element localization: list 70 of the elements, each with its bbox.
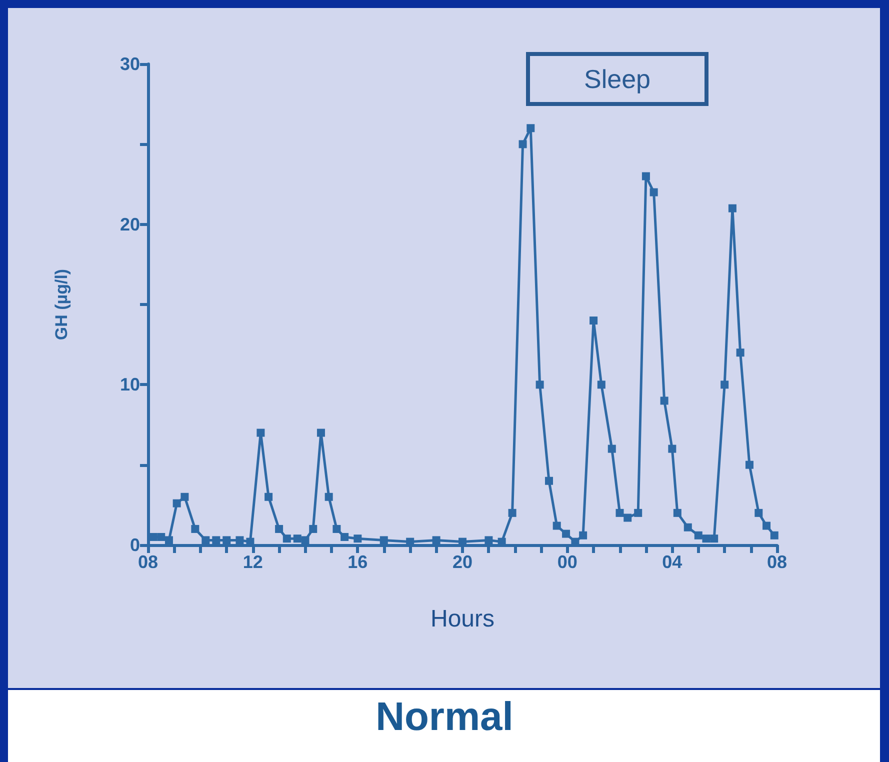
point [552,522,561,530]
point [332,524,341,533]
point [264,492,273,501]
point [340,532,349,541]
point [536,380,544,389]
annotation: Sleep [584,64,650,94]
point [544,476,553,485]
y-tick-label: 10 [120,374,140,395]
point [301,536,310,544]
point [673,508,682,517]
point [157,532,166,541]
point [316,428,325,437]
point [354,534,362,543]
point [293,534,302,543]
point [668,444,676,453]
x-tick-label: 08 [766,552,788,572]
point [710,534,718,543]
point [484,536,493,544]
y-tick-label: 0 [130,535,140,555]
point [770,531,778,540]
point [634,508,642,517]
x-tick-label: 04 [662,552,682,572]
point [508,508,516,517]
point [762,522,771,530]
point [720,380,729,389]
point [180,492,189,501]
point [309,524,318,533]
point [579,531,588,540]
point [642,172,650,180]
y-axis-title: GH (µg/l) [52,268,71,340]
x-axis-title: Hours [430,606,495,632]
point [432,536,440,544]
point [149,532,158,541]
point [275,524,284,533]
point [526,124,535,132]
point [754,508,763,517]
x-tick-label: 20 [452,552,473,572]
point [660,396,668,405]
x-tick-label: 12 [242,552,263,572]
point [222,536,231,544]
point [702,534,710,543]
text: Normal [376,695,514,739]
point [608,444,616,453]
y-tick-label: 30 [120,54,140,74]
x-tick-label: 16 [348,552,368,572]
point [202,536,210,544]
point [736,348,744,357]
point [236,536,244,544]
point [172,499,181,508]
point [684,523,692,532]
point [282,534,291,543]
point [597,380,606,389]
point [616,508,624,517]
point [562,530,570,538]
point [380,536,388,544]
point [518,140,527,148]
point [728,204,736,212]
point [624,514,632,522]
point [164,536,173,544]
point [650,188,658,196]
y-tick-label: 20 [120,214,140,234]
point [256,428,265,437]
point [191,524,200,533]
point [694,531,702,540]
point [324,492,333,501]
x-tick-label: 00 [557,552,578,572]
x-tick-label: 08 [138,552,158,572]
point [745,460,754,469]
point [590,316,598,325]
point [212,536,220,544]
